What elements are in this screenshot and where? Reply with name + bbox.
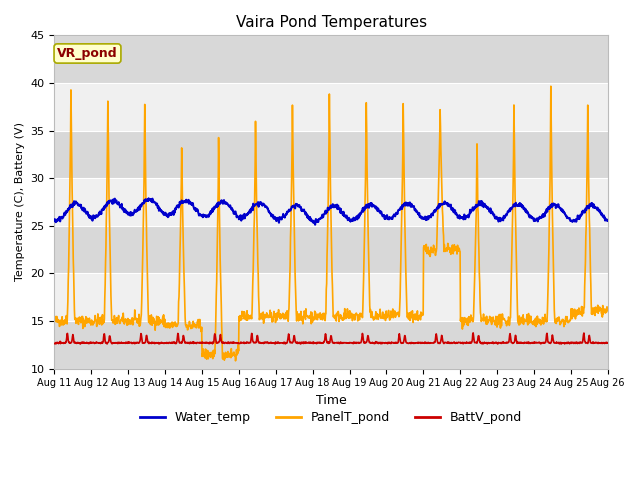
Legend: Water_temp, PanelT_pond, BattV_pond: Water_temp, PanelT_pond, BattV_pond: [135, 406, 527, 429]
X-axis label: Time: Time: [316, 394, 346, 407]
Bar: [54, 131, 608, 178]
Title: Vaira Pond Temperatures: Vaira Pond Temperatures: [236, 15, 427, 30]
Bar: [54, 36, 608, 83]
Y-axis label: Temperature (C), Battery (V): Temperature (C), Battery (V): [15, 122, 25, 281]
Text: VR_pond: VR_pond: [57, 47, 118, 60]
Bar: [54, 178, 608, 226]
Bar: [54, 83, 608, 131]
Bar: [54, 226, 608, 273]
Bar: [54, 273, 608, 321]
Bar: [54, 321, 608, 369]
